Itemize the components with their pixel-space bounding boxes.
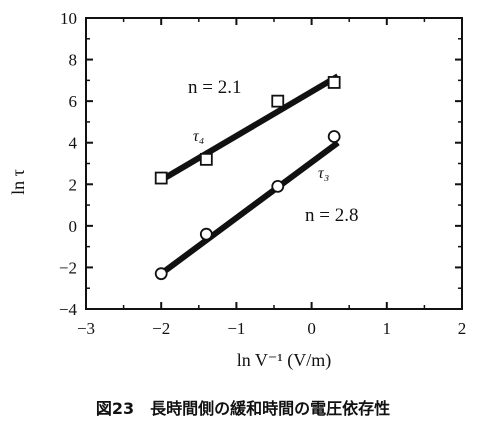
- square-marker: [154, 171, 168, 185]
- y-tick-label: −2: [59, 258, 77, 277]
- circle-marker: [271, 179, 285, 193]
- square-marker: [271, 94, 285, 108]
- y-axis-title: ln τ: [8, 169, 28, 195]
- x-axis-title: ln V⁻¹ (V/m): [237, 350, 332, 371]
- x-tick-label: −1: [227, 319, 245, 338]
- y-tick-label: 8: [69, 51, 78, 70]
- y-tick-label: 2: [69, 175, 78, 194]
- data-points: [154, 76, 341, 281]
- y-tick-label: 10: [60, 9, 77, 28]
- y-axis-ticks: −4 −2 0 2 4 6 8 10: [59, 9, 462, 319]
- square-marker: [327, 76, 341, 89]
- series-label-tau4: τ₄: [193, 128, 204, 145]
- circle-marker: [327, 130, 341, 143]
- y-tick-label: 0: [69, 217, 78, 236]
- circle-marker: [154, 267, 168, 281]
- fit-line-2: [159, 140, 340, 277]
- y-tick-label: 6: [69, 92, 78, 111]
- fit-line-1: [159, 73, 340, 183]
- x-tick-label: 2: [458, 319, 467, 338]
- circle-marker: [199, 227, 213, 241]
- x-tick-label: 1: [383, 319, 392, 338]
- fit-label-tau4: n = 2.1: [188, 77, 241, 98]
- fit-label-tau3: n = 2.8: [305, 205, 358, 226]
- x-tick-label: 0: [307, 319, 316, 338]
- x-axis-ticks: −3 −2 −1 0 1 2: [77, 18, 466, 338]
- plot-frame: [85, 17, 463, 310]
- y-tick-label: 4: [69, 134, 78, 153]
- fit-lines: [159, 73, 340, 277]
- y-tick-label: −4: [59, 300, 78, 319]
- series-label-tau3: τ₃: [318, 165, 329, 182]
- figure-caption: 図23 長時間側の緩和時間の電圧依存性: [96, 399, 390, 418]
- square-marker: [199, 152, 213, 166]
- x-tick-label: −2: [152, 319, 170, 338]
- x-tick-label: −3: [77, 319, 95, 338]
